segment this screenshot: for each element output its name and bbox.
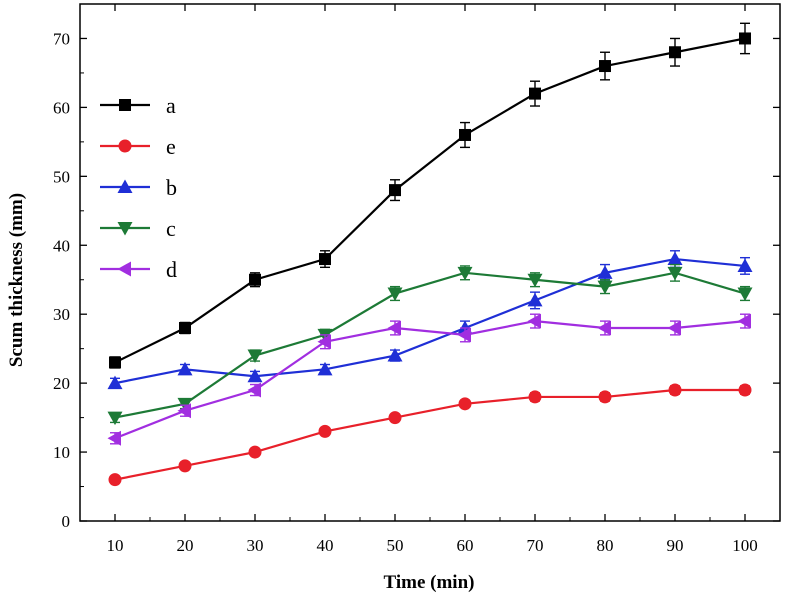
data-point <box>247 368 263 383</box>
data-point <box>247 349 263 364</box>
data-point <box>739 32 751 45</box>
data-point <box>249 273 261 286</box>
series-layer <box>107 22 753 487</box>
data-point <box>387 287 403 302</box>
y-tick-label: 10 <box>53 443 70 462</box>
data-point <box>389 184 401 197</box>
data-point <box>247 382 261 398</box>
data-point <box>177 361 193 376</box>
legend-label: d <box>166 257 177 282</box>
data-point <box>317 361 333 376</box>
x-tick-label: 30 <box>247 536 264 555</box>
x-tick-label: 10 <box>107 536 124 555</box>
legend-marker <box>119 99 131 111</box>
series-b <box>107 250 753 390</box>
data-point <box>527 313 541 329</box>
data-point <box>738 383 752 397</box>
legend-label: e <box>166 134 176 159</box>
legend-label: b <box>166 175 177 200</box>
x-axis-title: Time (min) <box>384 572 475 593</box>
data-point <box>667 320 681 336</box>
legend-item-d: d <box>100 257 177 282</box>
x-tick-label: 90 <box>667 536 684 555</box>
legend-label: a <box>166 93 176 118</box>
data-point <box>179 321 191 334</box>
series-line-c <box>114 271 746 419</box>
y-tick-label: 0 <box>62 512 71 531</box>
data-point <box>527 292 543 307</box>
y-axis-title: Scum thickness (mm) <box>6 193 27 367</box>
legend-item-b: b <box>100 175 177 200</box>
data-point <box>387 348 403 362</box>
data-point <box>248 445 262 459</box>
data-point <box>458 397 472 411</box>
data-point <box>457 266 473 281</box>
data-point <box>319 253 331 266</box>
x-tick-label: 60 <box>457 536 474 555</box>
data-point <box>459 128 471 141</box>
series-e <box>108 383 752 487</box>
data-point <box>457 327 471 343</box>
data-point <box>529 87 541 100</box>
data-point <box>109 356 121 369</box>
data-point <box>667 251 683 266</box>
y-tick-label: 70 <box>53 29 70 48</box>
data-point <box>178 459 192 473</box>
data-point <box>177 403 191 419</box>
data-point <box>108 473 122 487</box>
data-point <box>318 424 332 438</box>
x-tick-label: 100 <box>732 536 758 555</box>
data-point <box>388 411 402 425</box>
data-point <box>527 273 543 288</box>
legend-marker <box>117 261 131 277</box>
legend-item-e: e <box>100 134 176 159</box>
data-point <box>528 390 542 404</box>
x-tick-label: 70 <box>527 536 544 555</box>
legend-item-c: c <box>100 216 176 241</box>
x-tick-label: 50 <box>387 536 404 555</box>
data-point <box>107 430 121 446</box>
y-tick-label: 50 <box>53 167 70 186</box>
data-point <box>669 46 681 59</box>
data-point <box>107 411 123 426</box>
legend-item-a: a <box>100 93 176 118</box>
y-tick-label: 30 <box>53 305 70 324</box>
x-tick-label: 80 <box>597 536 614 555</box>
series-a <box>109 22 751 369</box>
data-point <box>597 320 611 336</box>
series-line-a <box>114 37 746 364</box>
y-tick-label: 60 <box>53 98 70 117</box>
y-tick-label: 20 <box>53 374 70 393</box>
data-point <box>667 266 683 281</box>
x-tick-label: 20 <box>177 536 194 555</box>
series-line-d <box>114 319 746 440</box>
data-point <box>597 265 613 279</box>
y-tick-label: 40 <box>53 236 70 255</box>
data-point <box>597 280 613 295</box>
legend-marker <box>118 139 132 153</box>
data-point <box>737 313 751 329</box>
data-point <box>107 375 123 390</box>
data-point <box>598 390 612 404</box>
data-point <box>737 287 753 302</box>
legend-label: c <box>166 216 176 241</box>
data-point <box>599 60 611 73</box>
series-line-e <box>114 388 745 481</box>
legend-marker <box>117 222 133 236</box>
x-tick-label: 40 <box>317 536 334 555</box>
axis-ticks: 10 20 30 40 50 60 70 80 90 100 0 10 20 30 40 50 60 70 <box>53 4 780 555</box>
data-point <box>737 258 753 272</box>
legend-marker <box>117 179 133 193</box>
series-line-b <box>114 257 746 385</box>
series-d <box>107 313 751 446</box>
data-point <box>668 383 682 397</box>
data-point <box>387 320 401 336</box>
series-c <box>107 263 753 426</box>
data-point <box>317 334 331 350</box>
